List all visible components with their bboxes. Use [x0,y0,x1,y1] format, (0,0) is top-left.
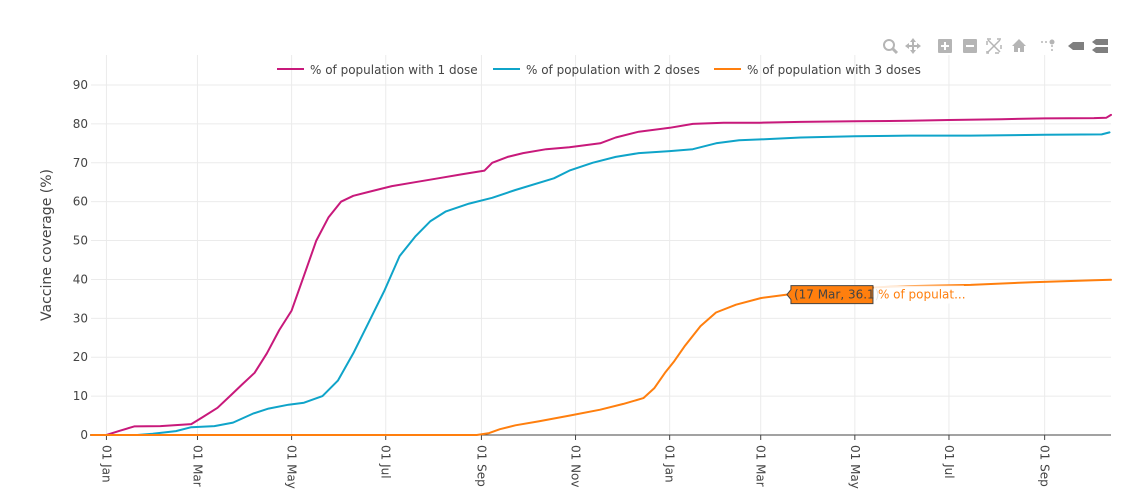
legend-item-1[interactable]: % of population with 1 dose [277,63,478,77]
y-tick-label: 0 [80,428,88,442]
x-tick-label: 01 Jan [663,445,677,483]
x-tick-label: 01 Jul [942,445,956,479]
tooltip-series-bg [873,285,964,304]
x-tick-label: 01 Jul [379,445,393,479]
series-line-2[interactable] [90,131,1111,436]
x-tick-label: 01 Jan [99,445,113,483]
y-tick-label: 40 [73,272,88,286]
x-tick-label: 01 Mar [190,445,204,487]
modebar[interactable] [883,38,1108,55]
y-tick-label: 70 [73,156,88,170]
x-tick-label: 01 Sep [474,445,488,487]
tooltip-box [786,285,874,305]
x-tick-label: 01 May [848,445,862,489]
y-tick-label: 60 [73,195,88,209]
hover-compare-icon[interactable] [1092,39,1108,53]
axes: 0 10 20 30 40 50 60 70 80 90 01 Jan 01 Mar 01 May 01 … [73,78,1111,489]
y-tick-label: 50 [73,234,88,248]
x-tick-label: 01 Sep [1038,445,1052,487]
legend-label: % of population with 1 dose [310,63,478,77]
autoscale-icon[interactable] [986,38,1002,54]
hover-tooltip: (17 Mar, 36.1)% of populat... [786,285,966,305]
legend-label: % of population with 3 doses [747,63,921,77]
grid-lines [91,55,1111,435]
x-tick-label: 01 Nov [569,445,583,488]
y-tick-label: 90 [73,78,88,92]
pan-icon[interactable] [905,38,921,54]
tooltip-series-name: % of populat... [878,288,966,302]
series-line-1[interactable] [90,113,1112,436]
legend-item-2[interactable]: % of population with 2 doses [493,63,700,77]
y-axis-title: Vaccine coverage (%) [39,169,55,321]
reset-axes-icon[interactable] [1012,39,1026,52]
legend-label: % of population with 2 doses [526,63,700,77]
tooltip-value: (17 Mar, 36.1) [794,288,879,302]
y-tick-label: 20 [73,350,88,364]
legend-item-3[interactable]: % of population with 3 doses [714,63,921,77]
y-tick-label: 80 [73,117,88,131]
x-tick-label: 01 May [285,445,299,489]
spike-lines-icon[interactable] [1041,39,1055,54]
y-tick-label: 30 [73,311,88,325]
zoom-in-icon[interactable] [938,39,952,53]
zoom-out-icon[interactable] [963,39,977,53]
x-tick-label: 01 Mar [754,445,768,487]
zoom-icon[interactable] [883,39,899,55]
y-tick-label: 10 [73,389,88,403]
hover-closest-icon[interactable] [1068,42,1084,50]
legend[interactable]: % of population with 1 dose % of populati… [277,63,921,77]
